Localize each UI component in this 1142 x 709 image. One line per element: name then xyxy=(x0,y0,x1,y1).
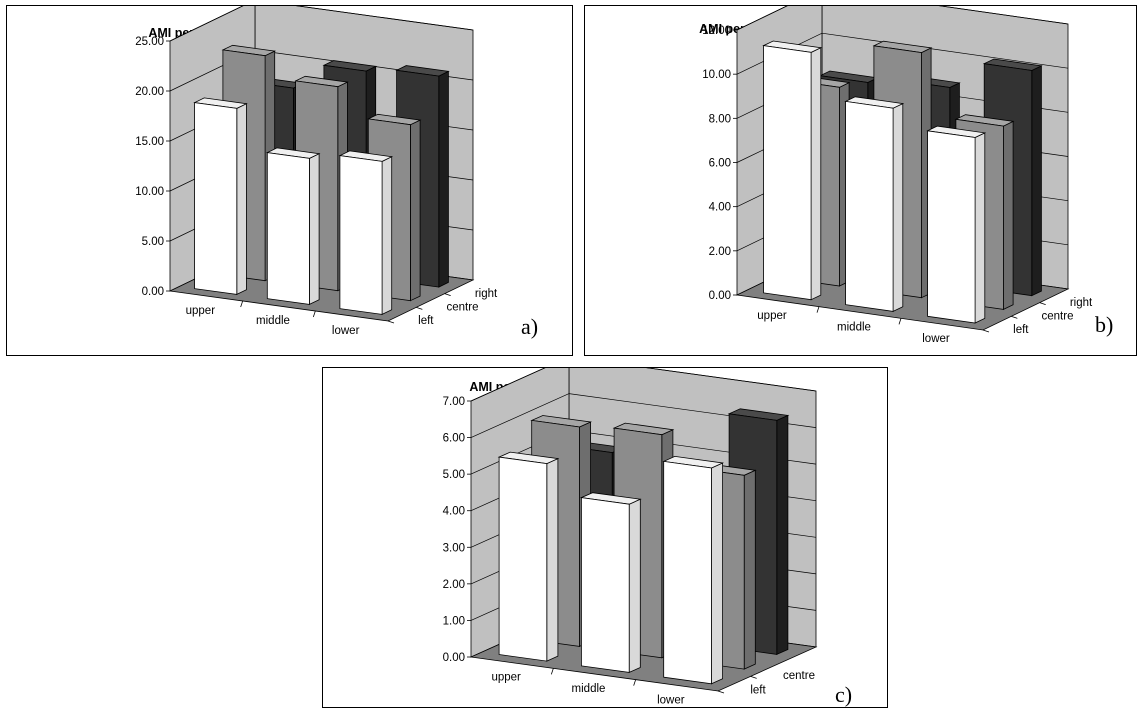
bar-left-upper xyxy=(497,451,560,662)
y-tick-label: 6.00 xyxy=(443,433,465,445)
chart-large-svg: AMI percentage changes for large delamin… xyxy=(135,6,498,337)
depth-category-label: right xyxy=(475,288,498,300)
y-tick-label: 7.00 xyxy=(443,396,465,408)
chart-small-svg: AMI percentage changes small delaminatio… xyxy=(443,368,818,706)
gridline xyxy=(169,6,474,42)
x-tick-mark xyxy=(898,318,902,325)
x-tick-mark xyxy=(633,679,637,686)
bar-left-middle xyxy=(844,96,905,313)
y-tick-label: 6.00 xyxy=(709,158,731,170)
depth-category-label: right xyxy=(1070,297,1093,309)
bar-left-middle xyxy=(579,492,642,674)
x-category-label: lower xyxy=(922,333,950,345)
panel-label-a: a) xyxy=(521,314,539,339)
x-tick-mark xyxy=(816,306,820,313)
z-tick-mark xyxy=(750,675,757,679)
bar-left-middle xyxy=(265,147,321,306)
z-tick-mark xyxy=(416,306,423,310)
y-tick-label: 0.00 xyxy=(443,652,465,664)
x-category-label: upper xyxy=(186,305,216,317)
y-tick-label: 2.00 xyxy=(443,579,465,591)
depth-category-label: centre xyxy=(1042,311,1074,323)
y-tick-label: 2.00 xyxy=(709,246,731,258)
bar-left-lower xyxy=(662,455,725,685)
y-tick-label: 15.00 xyxy=(135,136,164,148)
x-tick-mark xyxy=(312,310,316,318)
z-tick-mark xyxy=(444,293,451,297)
bar-left-lower xyxy=(926,125,987,324)
x-category-label: middle xyxy=(572,683,606,695)
x-category-label: upper xyxy=(757,310,787,322)
z-tick-mark xyxy=(387,320,395,324)
chart-panel-small: AMI percentage changes small delaminatio… xyxy=(322,367,888,708)
y-tick-label: 10.00 xyxy=(702,69,731,81)
y-tick-label: 20.00 xyxy=(135,86,164,98)
x-category-label: lower xyxy=(657,694,685,706)
depth-category-label: centre xyxy=(783,670,815,682)
bar-left-upper xyxy=(762,40,823,301)
x-category-label: upper xyxy=(491,672,521,684)
y-tick-label: 4.00 xyxy=(443,506,465,518)
chart-medium-svg: AMI percentage chages for medium delamin… xyxy=(699,6,1093,345)
bar-left-upper xyxy=(193,97,248,296)
panel-label-c: c) xyxy=(835,682,853,707)
x-tick-mark xyxy=(240,300,244,308)
z-tick-mark xyxy=(982,329,990,333)
y-tick-label: 0.00 xyxy=(709,290,731,302)
y-tick-label: 8.00 xyxy=(709,113,731,125)
depth-category-label: centre xyxy=(447,302,479,314)
panel-label-b: b) xyxy=(1095,312,1114,337)
x-category-label: middle xyxy=(837,322,871,334)
depth-category-label: left xyxy=(1013,324,1029,336)
z-tick-mark xyxy=(1011,315,1018,319)
y-tick-label: 12.00 xyxy=(702,25,731,37)
x-tick-mark xyxy=(550,668,554,675)
x-category-label: lower xyxy=(332,325,360,337)
x-category-label: middle xyxy=(256,315,290,327)
y-tick-label: 10.00 xyxy=(135,186,164,198)
z-tick-mark xyxy=(1039,302,1046,306)
depth-category-label: left xyxy=(750,685,766,697)
gridline xyxy=(470,368,817,402)
depth-category-label: left xyxy=(418,315,434,327)
y-tick-label: 3.00 xyxy=(443,542,465,554)
gridline xyxy=(736,6,1069,31)
chart-panel-large: AMI percentage changes for large delamin… xyxy=(6,5,573,356)
y-tick-label: 5.00 xyxy=(443,469,465,481)
bar-left-lower xyxy=(338,150,394,316)
y-tick-label: 5.00 xyxy=(142,236,164,248)
z-tick-mark xyxy=(717,690,725,694)
y-tick-label: 4.00 xyxy=(709,202,731,214)
y-tick-label: 0.00 xyxy=(142,286,164,298)
y-tick-label: 1.00 xyxy=(443,615,465,627)
y-tick-label: 25.00 xyxy=(135,36,164,48)
chart-panel-medium: AMI percentage chages for medium delamin… xyxy=(584,5,1137,356)
